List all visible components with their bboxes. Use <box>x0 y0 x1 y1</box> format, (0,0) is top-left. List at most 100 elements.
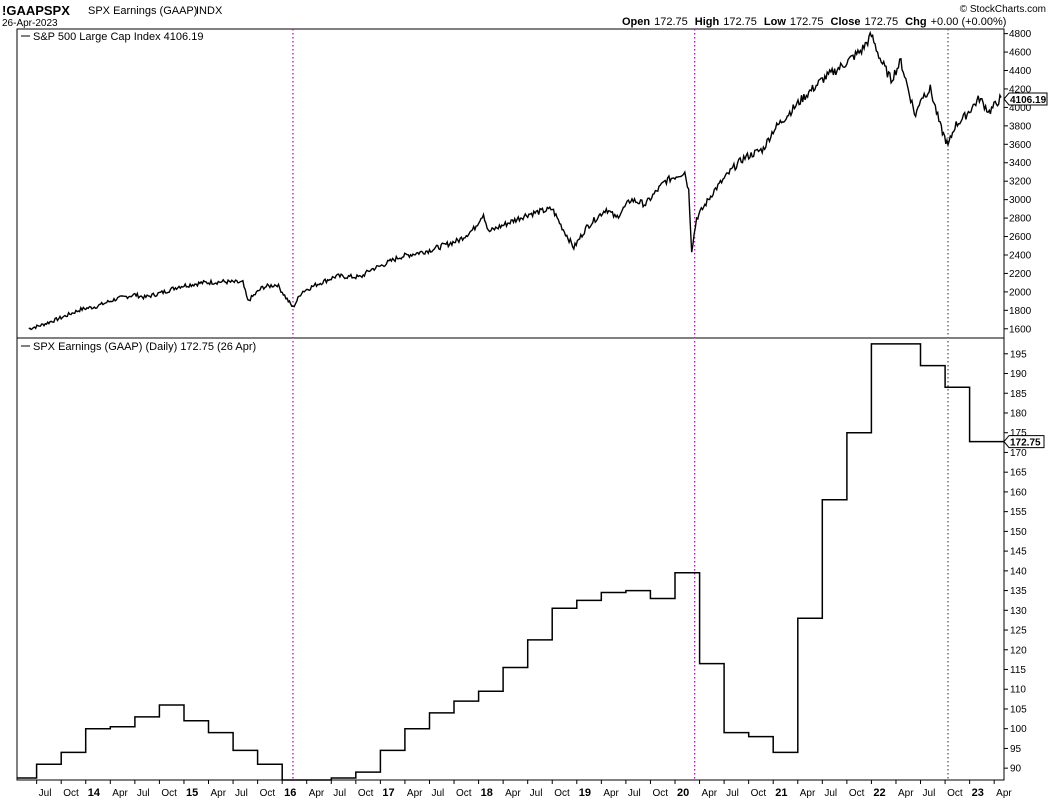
price-y-tick-label: 1800 <box>1009 306 1032 317</box>
eps-y-tick-label: 90 <box>1010 764 1022 775</box>
eps-y-tick-label: 120 <box>1010 645 1027 656</box>
x-tick-label: Oct <box>947 788 963 799</box>
x-tick-label: 18 <box>481 787 493 799</box>
ohlc-label: Low <box>764 16 786 28</box>
x-tick-label: Oct <box>161 788 177 799</box>
header-name: SPX Earnings (GAAP) <box>88 5 197 17</box>
eps-y-tick-label: 110 <box>1010 685 1026 696</box>
price-y-tick-label: 2000 <box>1009 287 1032 298</box>
eps-last-value: 172.75 <box>1010 438 1041 449</box>
ohlc-label: High <box>695 16 720 28</box>
x-tick-label: Jul <box>333 788 346 799</box>
ohlc-value: +0.00 (+0.00%) <box>931 16 1007 28</box>
x-tick-label: Jul <box>431 788 444 799</box>
spx-price-series <box>28 30 1002 331</box>
eps-y-tick-label: 170 <box>1010 448 1027 459</box>
eps-y-tick-label: 140 <box>1010 566 1027 577</box>
x-axis: Jul Oct 14 Apr Jul Oct 15 Apr Jul Oct 16 Apr Jul Oct 1… <box>36 780 1012 799</box>
header-exchange: INDX <box>196 5 223 17</box>
eps-y-tick-label: 190 <box>1010 369 1027 380</box>
ohlc-value: 172.75 <box>654 16 688 28</box>
price-y-tick-label: 3000 <box>1009 195 1032 206</box>
price-y-tick-label: 2200 <box>1009 269 1032 280</box>
price-y-tick-label: 4400 <box>1009 66 1032 77</box>
x-tick-label: 14 <box>88 787 101 799</box>
eps-last-value-tag: 172.75 <box>1003 435 1045 449</box>
eps-y-tick-label: 195 <box>1010 349 1027 360</box>
price-y-axis: 1600 1800 2000 2200 2400 2600 2800 3000 3200 3400… <box>1004 29 1032 335</box>
price-y-tick-label: 3800 <box>1009 121 1032 132</box>
x-tick-label: Oct <box>63 788 79 799</box>
price-y-tick-label: 4600 <box>1009 48 1032 59</box>
eps-y-tick-label: 165 <box>1010 468 1027 479</box>
eps-y-tick-label: 145 <box>1010 547 1027 558</box>
eps-y-tick-label: 105 <box>1010 704 1027 715</box>
x-tick-label: Apr <box>309 788 325 799</box>
x-tick-label: Apr <box>211 788 227 799</box>
x-tick-label: Oct <box>751 788 767 799</box>
price-last-value-tag: 4106.19 <box>1003 92 1048 106</box>
eps-series <box>17 343 1004 781</box>
eps-y-tick-label: 125 <box>1010 626 1027 637</box>
ohlc-label: Chg <box>905 16 926 28</box>
price-y-tick-label: 3600 <box>1009 140 1032 151</box>
x-tick-label: 17 <box>382 787 394 799</box>
x-tick-label: Apr <box>800 788 816 799</box>
eps-y-tick-label: 185 <box>1010 389 1027 400</box>
price-y-tick-label: 1600 <box>1009 324 1032 335</box>
x-tick-label: Apr <box>996 788 1012 799</box>
copyright: © StockCharts.com <box>960 4 1046 15</box>
x-tick-label: Oct <box>849 788 865 799</box>
price-y-tick-label: 2800 <box>1009 214 1032 225</box>
x-tick-label: Oct <box>358 788 374 799</box>
x-tick-label: 20 <box>677 787 689 799</box>
ohlc-readout: Open 172.75 High 172.75 Low 172.75 Close 172.75… <box>622 16 1006 28</box>
eps-y-tick-label: 130 <box>1010 606 1027 617</box>
price-y-tick-label: 3400 <box>1009 158 1032 169</box>
header-symbol: !GAAPSPX <box>2 3 70 18</box>
x-tick-label: Apr <box>407 788 423 799</box>
x-tick-label: Apr <box>702 788 718 799</box>
x-tick-label: Jul <box>824 788 837 799</box>
x-tick-label: Oct <box>554 788 570 799</box>
eps-y-tick-label: 100 <box>1010 724 1027 735</box>
price-last-value: 4106.19 <box>1010 95 1047 106</box>
x-tick-label: Jul <box>923 788 936 799</box>
x-tick-label: 19 <box>579 787 591 799</box>
x-tick-label: Apr <box>112 788 128 799</box>
ohlc-value: 172.75 <box>790 16 824 28</box>
x-tick-label: Apr <box>603 788 619 799</box>
eps-y-tick-label: 95 <box>1010 744 1022 755</box>
x-tick-label: Jul <box>726 788 739 799</box>
x-tick-label: Jul <box>137 788 150 799</box>
x-tick-label: 23 <box>972 787 984 799</box>
x-tick-label: Jul <box>235 788 248 799</box>
eps-y-tick-label: 150 <box>1010 527 1027 538</box>
x-tick-label: Apr <box>505 788 521 799</box>
x-tick-label: Jul <box>530 788 543 799</box>
eps-y-tick-label: 175 <box>1010 428 1027 439</box>
x-tick-label: 22 <box>873 787 885 799</box>
header-date: 26-Apr-2023 <box>2 18 58 29</box>
earnings-panel-frame <box>16 337 1005 781</box>
eps-y-tick-label: 180 <box>1010 408 1027 419</box>
eps-panel-title: SPX Earnings (GAAP) (Daily) 172.75 (26 A… <box>33 341 256 353</box>
price-y-tick-label: 4200 <box>1009 84 1032 95</box>
price-y-tick-label: 4000 <box>1009 103 1032 114</box>
x-tick-label: Jul <box>628 788 641 799</box>
ohlc-label: Open <box>622 16 650 28</box>
price-y-tick-label: 2600 <box>1009 232 1032 243</box>
event-markers <box>292 29 949 780</box>
price-panel-title: S&P 500 Large Cap Index 4106.19 <box>33 31 203 43</box>
x-tick-label: 21 <box>775 787 787 799</box>
eps-y-tick-label: 115 <box>1010 665 1026 676</box>
price-y-tick-label: 3200 <box>1009 177 1032 188</box>
x-tick-label: Oct <box>260 788 276 799</box>
x-tick-label: Apr <box>898 788 914 799</box>
x-tick-label: Oct <box>456 788 472 799</box>
x-tick-label: Jul <box>39 788 52 799</box>
eps-y-tick-label: 155 <box>1010 507 1027 518</box>
price-y-tick-label: 4800 <box>1009 29 1032 40</box>
eps-y-tick-label: 160 <box>1010 487 1027 498</box>
